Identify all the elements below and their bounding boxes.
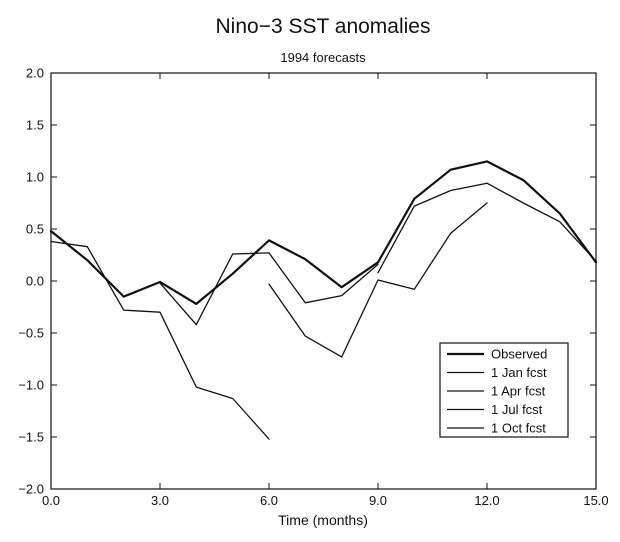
chart-subtitle: 1994 forecasts xyxy=(280,50,366,65)
legend-items: Observed 1 Jan fcst 1 Apr fcst 1 Jul fcst 1 … xyxy=(447,347,547,436)
y-tick-label: −2.0 xyxy=(18,482,44,497)
x-axis: 0.0 3.0 6.0 9.0 12.0 15.0 xyxy=(42,73,609,508)
y-tick-label: −0.5 xyxy=(18,326,44,341)
y-tick-label: 1.0 xyxy=(26,170,44,185)
y-tick-label: −1.0 xyxy=(18,378,44,393)
x-tick-label: 12.0 xyxy=(474,493,499,508)
x-axis-label: Time (months) xyxy=(278,512,368,528)
y-tick-label: 0.5 xyxy=(26,222,44,237)
series-layer xyxy=(49,160,598,440)
x-tick-label: 3.0 xyxy=(151,493,169,508)
x-tick-label: 0.0 xyxy=(42,493,60,508)
legend-label: 1 Jan fcst xyxy=(491,365,547,380)
legend-label: 1 Apr fcst xyxy=(491,384,546,399)
x-tick-label: 6.0 xyxy=(260,493,278,508)
legend-box xyxy=(439,342,569,438)
legend-label: 1 Oct fcst xyxy=(491,421,546,436)
series-line-observed xyxy=(49,160,598,305)
y-tick-label: 2.0 xyxy=(26,66,44,81)
series-line-1-apr-fcst xyxy=(159,252,379,326)
series-line-1-jul-fcst xyxy=(268,202,488,358)
x-tick-label: 15.0 xyxy=(583,493,608,508)
y-tick-label: 1.5 xyxy=(26,118,44,133)
y-axis: 2.0 1.5 1.0 0.5 0.0 −0.5 −1.0 −1.5 −2.0 xyxy=(18,66,596,497)
legend-label: 1 Jul fcst xyxy=(491,402,543,417)
y-tick-label: 0.0 xyxy=(26,274,44,289)
y-tick-label: −1.5 xyxy=(18,430,44,445)
series-line-1-jan-fcst xyxy=(50,240,270,440)
chart-title: Nino−3 SST anomalies xyxy=(216,15,431,38)
legend-label: Observed xyxy=(491,347,547,362)
legend: Observed 1 Jan fcst 1 Apr fcst 1 Jul fcst 1 … xyxy=(439,342,569,438)
x-tick-label: 9.0 xyxy=(369,493,387,508)
series-line-1-oct-fcst xyxy=(377,182,597,274)
